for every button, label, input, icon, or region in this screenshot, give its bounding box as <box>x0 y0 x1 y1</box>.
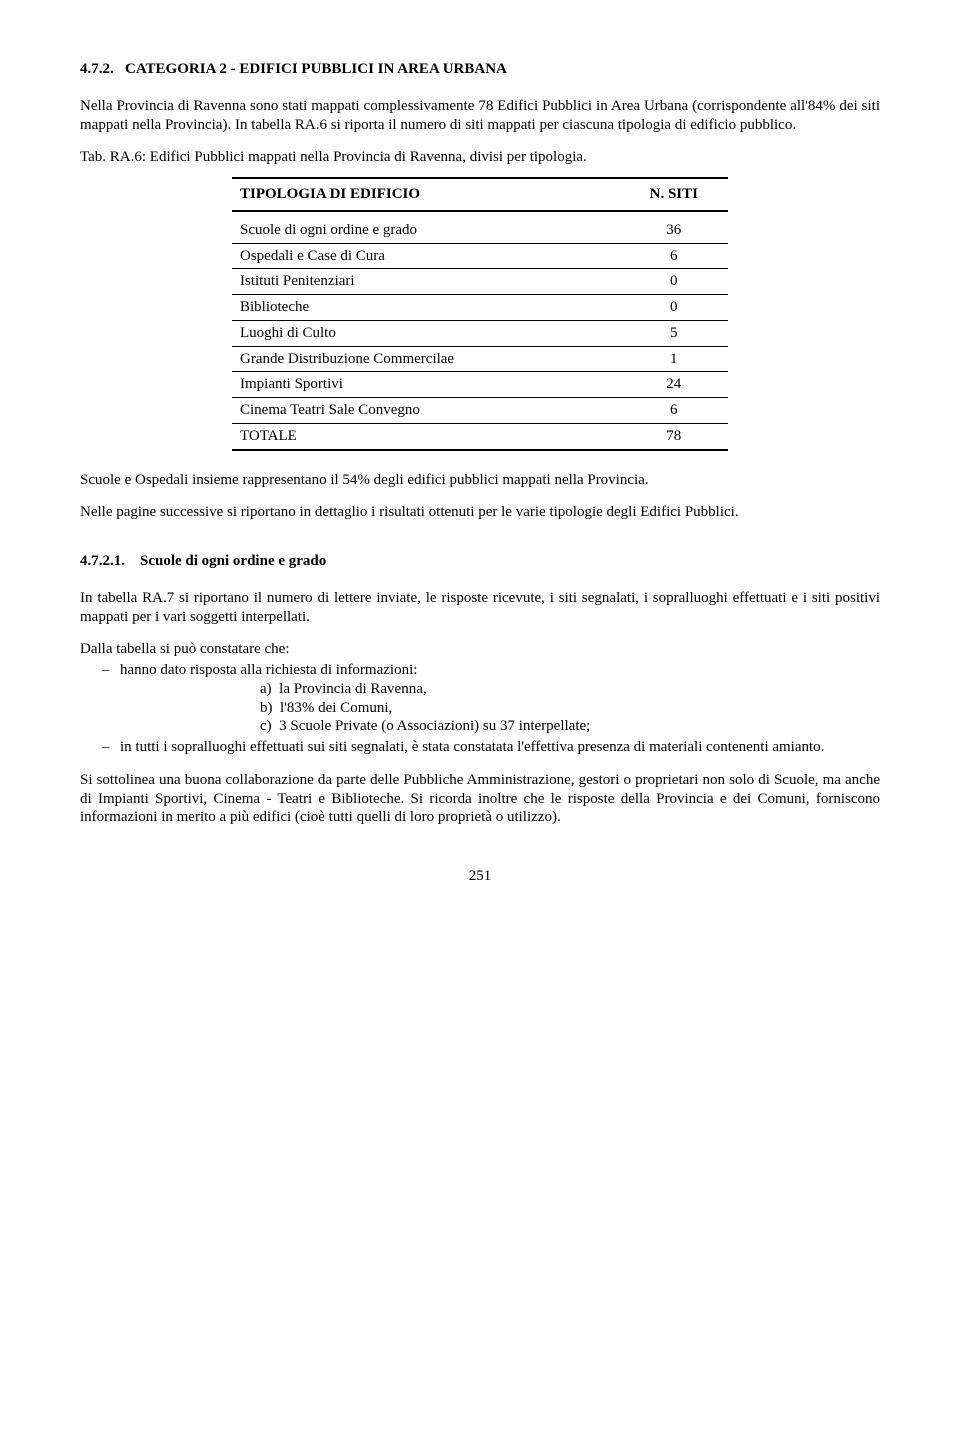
total-value: 78 <box>620 423 728 449</box>
subsection-heading: 4.7.2.1. Scuole di ogni ordine e grado <box>80 552 880 571</box>
table-caption: Tab. RA.6: Edifici Pubblici mappati nell… <box>80 148 880 167</box>
list-item: hanno dato risposta alla richiesta di in… <box>102 661 880 736</box>
paragraph: Si sottolinea una buona collaborazione d… <box>80 771 880 827</box>
paragraph: In tabella RA.7 si riportano il numero d… <box>80 589 880 627</box>
row-label: Istituti Penitenziari <box>232 269 620 295</box>
table-total-row: TOTALE 78 <box>232 423 728 449</box>
sublist-item: a) la Provincia di Ravenna, <box>260 680 880 699</box>
section-heading: 4.7.2. CATEGORIA 2 - EDIFICI PUBBLICI IN… <box>80 60 880 79</box>
paragraph: Scuole e Ospedali insieme rappresentano … <box>80 471 880 490</box>
row-label: Luoghi di Culto <box>232 320 620 346</box>
row-value: 0 <box>620 295 728 321</box>
row-value: 0 <box>620 269 728 295</box>
table-row: Grande Distribuzione Commercilae 1 <box>232 346 728 372</box>
section-number: 4.7.2. <box>80 61 114 77</box>
dash-list: hanno dato risposta alla richiesta di in… <box>80 661 880 757</box>
section-title-text: CATEGORIA 2 - EDIFICI PUBBLICI IN AREA U… <box>125 61 507 77</box>
row-label: Ospedali e Case di Cura <box>232 243 620 269</box>
sublist: a) la Provincia di Ravenna, b) l'83% dei… <box>120 680 880 736</box>
table-row: Cinema Teatri Sale Convegno 6 <box>232 398 728 424</box>
sublist-item: b) l'83% dei Comuni, <box>260 699 880 718</box>
paragraph: Nelle pagine successive si riportano in … <box>80 503 880 522</box>
list-intro: Dalla tabella si può constatare che: <box>80 640 880 659</box>
sublist-item: c) 3 Scuole Private (o Associazioni) su … <box>260 717 880 736</box>
row-label: Impianti Sportivi <box>232 372 620 398</box>
subsection-number: 4.7.2.1. <box>80 553 125 569</box>
subsection-title-text: Scuole di ogni ordine e grado <box>140 553 326 569</box>
table-row: Scuole di ogni ordine e grado 36 <box>232 218 728 243</box>
table-row: Istituti Penitenziari 0 <box>232 269 728 295</box>
list-item: in tutti i sopralluoghi effettuati sui s… <box>102 738 880 757</box>
list-item-text: hanno dato risposta alla richiesta di in… <box>120 662 417 678</box>
row-value: 1 <box>620 346 728 372</box>
table-row: Ospedali e Case di Cura 6 <box>232 243 728 269</box>
total-label: TOTALE <box>232 423 620 449</box>
table-row: Luoghi di Culto 5 <box>232 320 728 346</box>
paragraph: Nella Provincia di Ravenna sono stati ma… <box>80 97 880 135</box>
table-row: Impianti Sportivi 24 <box>232 372 728 398</box>
row-value: 6 <box>620 243 728 269</box>
row-value: 5 <box>620 320 728 346</box>
row-label: Scuole di ogni ordine e grado <box>232 218 620 243</box>
table-header-row: TIPOLOGIA DI EDIFICIO N. SITI <box>232 178 728 211</box>
row-label: Grande Distribuzione Commercilae <box>232 346 620 372</box>
table-row: Biblioteche 0 <box>232 295 728 321</box>
table-header-value: N. SITI <box>620 178 728 211</box>
row-value: 36 <box>620 218 728 243</box>
page-number: 251 <box>80 867 880 886</box>
row-label: Cinema Teatri Sale Convegno <box>232 398 620 424</box>
row-value: 6 <box>620 398 728 424</box>
row-label: Biblioteche <box>232 295 620 321</box>
tipologia-table: TIPOLOGIA DI EDIFICIO N. SITI Scuole di … <box>232 177 728 451</box>
table-header-label: TIPOLOGIA DI EDIFICIO <box>232 178 620 211</box>
row-value: 24 <box>620 372 728 398</box>
